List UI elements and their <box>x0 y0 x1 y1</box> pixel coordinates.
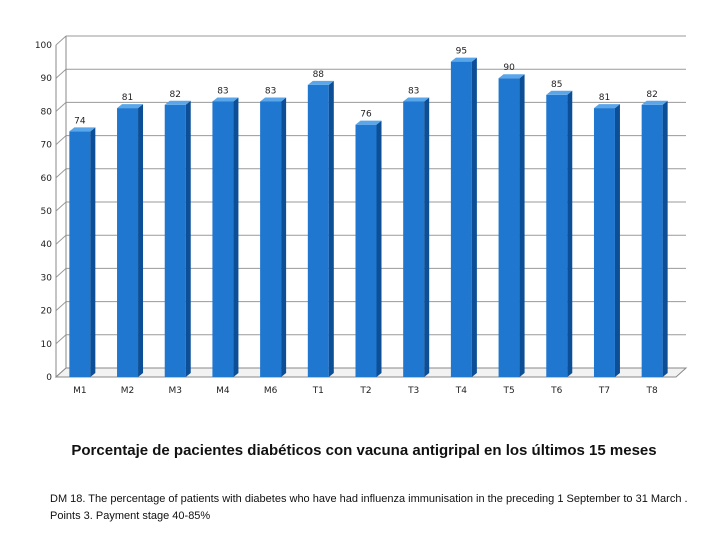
bar <box>260 101 282 377</box>
data-label: 76 <box>360 110 372 120</box>
x-tick-label: M3 <box>168 386 182 396</box>
x-tick-label: T7 <box>598 386 610 396</box>
bar-top <box>641 100 668 105</box>
bar-side <box>614 104 620 377</box>
bar <box>69 131 91 377</box>
x-tick-label: T1 <box>312 386 324 396</box>
gridline-depth <box>55 102 67 112</box>
x-tick-label: T4 <box>455 386 467 396</box>
gridline-depth <box>55 268 67 278</box>
bar-top <box>69 127 96 132</box>
gridline-depth <box>55 68 67 79</box>
y-tick-label: 10 <box>41 340 53 350</box>
gridline-depth <box>55 234 67 245</box>
bar <box>546 94 568 378</box>
data-label: 81 <box>599 93 610 103</box>
bar-top <box>260 97 287 102</box>
y-tick-label: 70 <box>41 141 53 151</box>
y-tick-label: 90 <box>41 74 53 84</box>
bar-side <box>185 100 191 377</box>
chart-title: Porcentaje de pacientes diabéticos con v… <box>71 442 657 459</box>
gridline-depth <box>55 201 67 212</box>
y-tick-label: 80 <box>41 107 53 117</box>
bar <box>450 61 472 377</box>
x-tick-label: M6 <box>264 386 278 396</box>
bar-top <box>403 97 430 102</box>
bar <box>593 108 615 377</box>
bar-side <box>90 127 96 377</box>
bar-side <box>233 97 239 377</box>
x-tick-label: T5 <box>502 386 514 396</box>
y-tick-label: 50 <box>41 207 53 217</box>
bar <box>307 84 329 377</box>
bar-chart: 0 10 20 30 40 50 60 70 80 90 100 74 M1 81 M2 82 M3 83 M4 83… <box>35 35 688 396</box>
y-tick-label: 0 <box>46 373 52 383</box>
bar-top <box>450 57 477 62</box>
data-label: 85 <box>551 80 562 90</box>
bar-side <box>519 74 525 377</box>
x-tick-label: T2 <box>359 386 371 396</box>
bar-top <box>546 90 573 95</box>
y-tick-label: 40 <box>41 240 53 250</box>
data-label: 82 <box>170 90 181 100</box>
gridline-depth <box>55 135 67 145</box>
gridline-depth <box>55 301 67 311</box>
data-label: 83 <box>217 86 228 96</box>
data-label: 95 <box>456 47 467 57</box>
bar-side <box>567 90 573 378</box>
y-tick-label: 100 <box>35 41 52 51</box>
bar <box>164 104 186 377</box>
bar-side <box>424 97 430 377</box>
bar-top <box>164 100 191 105</box>
bar-side <box>281 97 287 377</box>
bar <box>212 101 234 377</box>
data-label: 83 <box>408 86 419 96</box>
bar-top <box>498 74 525 79</box>
x-tick-label: M2 <box>121 386 135 396</box>
x-tick-label: M1 <box>73 386 87 396</box>
data-label: 88 <box>313 70 325 80</box>
bar <box>355 124 377 378</box>
gridline-depth <box>55 35 67 46</box>
bar <box>641 104 663 377</box>
bar <box>117 108 139 377</box>
y-tick-label: 60 <box>41 174 53 184</box>
y-tick-label: 30 <box>41 273 53 283</box>
x-tick-label: T3 <box>407 386 419 396</box>
bar-side <box>138 104 144 377</box>
gridline-depth <box>55 168 67 179</box>
data-label: 81 <box>122 93 133 103</box>
data-label: 90 <box>503 63 515 73</box>
bar-side <box>662 100 668 377</box>
gridline-depth <box>55 334 67 345</box>
bar <box>403 101 425 377</box>
data-label: 74 <box>74 116 86 126</box>
bar-top <box>355 120 382 125</box>
x-tick-label: M4 <box>216 386 230 396</box>
bar <box>498 78 520 377</box>
bar-side <box>328 80 334 377</box>
bar-top <box>593 104 620 109</box>
bar-top <box>212 97 239 102</box>
x-tick-label: T8 <box>646 386 658 396</box>
data-label: 83 <box>265 86 276 96</box>
bar-top <box>307 80 334 85</box>
bar-side <box>376 120 382 378</box>
bar-side <box>471 57 477 377</box>
bar-top <box>117 104 144 109</box>
data-label: 82 <box>646 90 657 100</box>
y-tick-label: 20 <box>41 307 53 317</box>
footnote: DM 18. The percentage of patients with d… <box>50 493 688 522</box>
x-tick-label: T6 <box>550 386 562 396</box>
